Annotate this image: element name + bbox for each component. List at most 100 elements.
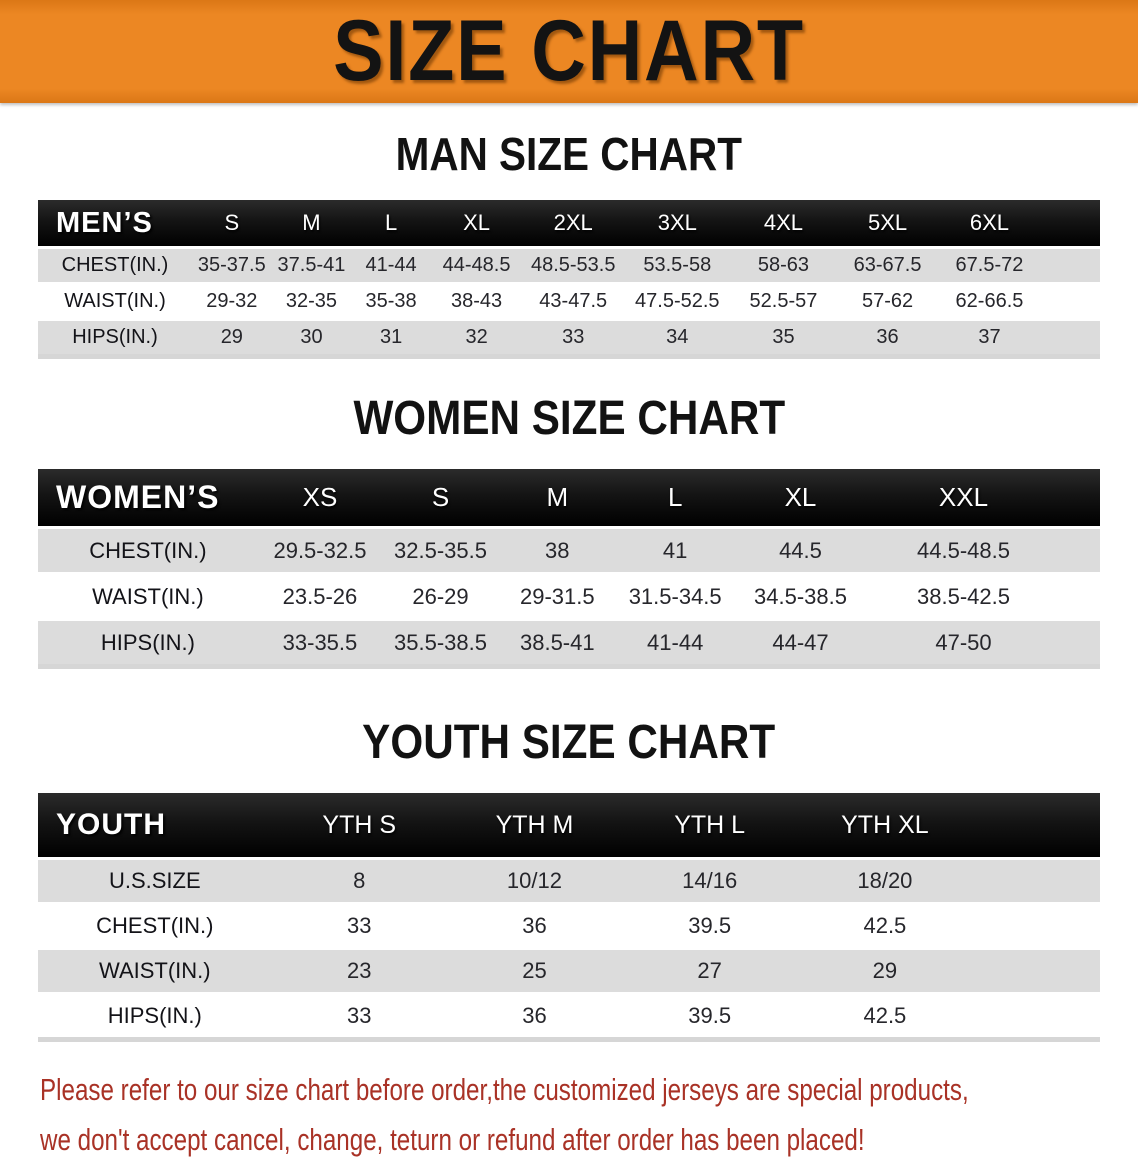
- measurement-label: CHEST(IN.): [38, 527, 258, 574]
- measurement-label: WAIST(IN.): [38, 573, 258, 620]
- measurement-value: 36: [446, 903, 623, 949]
- measurement-value: 37.5-41: [271, 247, 352, 284]
- row-filler: [972, 948, 1100, 994]
- youth-section-heading: YOUTH SIZE CHART: [0, 669, 1138, 793]
- measurement-value: 42.5: [797, 903, 973, 949]
- row-filler: [1060, 619, 1100, 667]
- measurement-value: 32: [430, 319, 523, 357]
- measurement-value: 44.5-48.5: [866, 527, 1061, 574]
- measurement-row: HIPS(IN.) 33 36 39.5 42.5: [38, 993, 1100, 1040]
- measurement-value: 29: [797, 948, 973, 994]
- measurement-label: CHEST(IN.): [38, 903, 272, 949]
- measurement-value: 53.5-58: [624, 247, 731, 284]
- measurement-label: HIPS(IN.): [38, 993, 272, 1040]
- table-corner-label: YOUTH: [38, 793, 272, 859]
- measurement-value: 31: [351, 319, 431, 357]
- measurement-value: 29-31.5: [498, 573, 616, 620]
- size-column-header: L: [615, 469, 735, 528]
- measurement-value: 29-32: [192, 283, 272, 320]
- size-column-header: YTH S: [271, 793, 447, 859]
- size-column-header: M: [271, 200, 352, 248]
- men-section-heading-text: MAN SIZE CHART: [395, 128, 743, 180]
- measurement-value: 33: [271, 903, 447, 949]
- header-filler: [1060, 469, 1100, 528]
- size-column-header: 3XL: [624, 200, 731, 248]
- measurement-row: WAIST(IN.) 23 25 27 29: [38, 948, 1100, 994]
- header-filler: [972, 793, 1100, 859]
- measurement-value: 43-47.5: [522, 283, 625, 320]
- measurement-row: WAIST(IN.) 29-32 32-35 35-38 38-43 43-47.5 47.…: [38, 283, 1100, 320]
- size-column-header: L: [351, 200, 431, 248]
- measurement-row: CHEST(IN.) 33 36 39.5 42.5: [38, 903, 1100, 949]
- measurement-value: 41-44: [351, 247, 431, 284]
- measurement-value: 35.5-38.5: [382, 619, 499, 667]
- measurement-value: 26-29: [382, 573, 499, 620]
- measurement-value: 33: [522, 319, 625, 357]
- measurement-value: 23.5-26: [257, 573, 383, 620]
- banner-title: SIZE CHART: [333, 3, 805, 99]
- footer-note-text-2: we don't accept cancel, change, teturn o…: [40, 1122, 865, 1157]
- measurement-label: CHEST(IN.): [38, 247, 192, 284]
- measurement-value: 37: [938, 319, 1041, 357]
- measurement-value: 14/16: [622, 858, 798, 904]
- row-filler: [972, 993, 1100, 1040]
- measurement-value: 35-37.5: [192, 247, 272, 284]
- size-column-header: XL: [430, 200, 523, 248]
- measurement-label: WAIST(IN.): [38, 948, 272, 994]
- size-column-header: M: [498, 469, 616, 528]
- row-filler: [1040, 247, 1100, 284]
- measurement-value: 47-50: [866, 619, 1061, 667]
- measurement-value: 52.5-57: [730, 283, 837, 320]
- women-table-body: CHEST(IN.) 29.5-32.5 32.5-35.5 38 41 44.5 44.5…: [38, 527, 1100, 667]
- size-column-header: 5XL: [836, 200, 939, 248]
- women-section-heading: WOMEN SIZE CHART: [0, 359, 1138, 469]
- measurement-value: 35: [730, 319, 837, 357]
- measurement-label: U.S.SIZE: [38, 858, 272, 904]
- measurement-value: 35-38: [351, 283, 431, 320]
- table-corner-label: WOMEN’S: [38, 469, 258, 528]
- measurement-value: 58-63: [730, 247, 837, 284]
- measurement-value: 63-67.5: [836, 247, 939, 284]
- measurement-value: 41-44: [615, 619, 735, 667]
- men-section-heading: MAN SIZE CHART: [0, 103, 1138, 200]
- row-filler: [1060, 573, 1100, 620]
- measurement-value: 42.5: [797, 993, 973, 1040]
- measurement-row: HIPS(IN.) 33-35.5 35.5-38.5 38.5-41 41-44 44-…: [38, 619, 1100, 667]
- measurement-value: 32.5-35.5: [382, 527, 499, 574]
- measurement-label: WAIST(IN.): [38, 283, 192, 320]
- size-chart-banner: SIZE CHART: [0, 0, 1138, 103]
- size-column-header: 6XL: [938, 200, 1041, 248]
- measurement-value: 62-66.5: [938, 283, 1041, 320]
- measurement-label: HIPS(IN.): [38, 319, 192, 357]
- measurement-value: 23: [271, 948, 447, 994]
- measurement-value: 29.5-32.5: [257, 527, 383, 574]
- size-column-header: S: [192, 200, 272, 248]
- footer-note-line-1: Please refer to our size chart before or…: [40, 1068, 1138, 1118]
- size-column-header: 4XL: [730, 200, 837, 248]
- footer-note: Please refer to our size chart before or…: [40, 1068, 1138, 1168]
- size-column-header: XXL: [866, 469, 1061, 528]
- measurement-value: 67.5-72: [938, 247, 1041, 284]
- youth-size-table: YOUTH YTH S YTH M YTH L YTH XL U.S.SIZE 8 10/1…: [38, 793, 1100, 1042]
- measurement-value: 41: [615, 527, 735, 574]
- women-section-heading-text: WOMEN SIZE CHART: [353, 392, 785, 445]
- size-column-header: YTH M: [446, 793, 623, 859]
- measurement-value: 34: [624, 319, 731, 357]
- women-size-table: WOMEN’S XS S M L XL XXL CHEST(IN.) 29.5-32.5 32.…: [38, 469, 1100, 669]
- measurement-value: 48.5-53.5: [522, 247, 625, 284]
- measurement-value: 44.5: [734, 527, 867, 574]
- measurement-value: 44-47: [734, 619, 867, 667]
- measurement-value: 10/12: [446, 858, 623, 904]
- measurement-value: 33: [271, 993, 447, 1040]
- measurement-value: 47.5-52.5: [624, 283, 731, 320]
- measurement-value: 30: [271, 319, 352, 357]
- women-header-row: WOMEN’S XS S M L XL XXL: [38, 469, 1100, 528]
- row-filler: [1040, 319, 1100, 357]
- measurement-value: 32-35: [271, 283, 352, 320]
- measurement-value: 8: [271, 858, 447, 904]
- measurement-value: 29: [192, 319, 272, 357]
- row-filler: [1040, 283, 1100, 320]
- measurement-value: 36: [446, 993, 623, 1040]
- row-filler: [972, 858, 1100, 904]
